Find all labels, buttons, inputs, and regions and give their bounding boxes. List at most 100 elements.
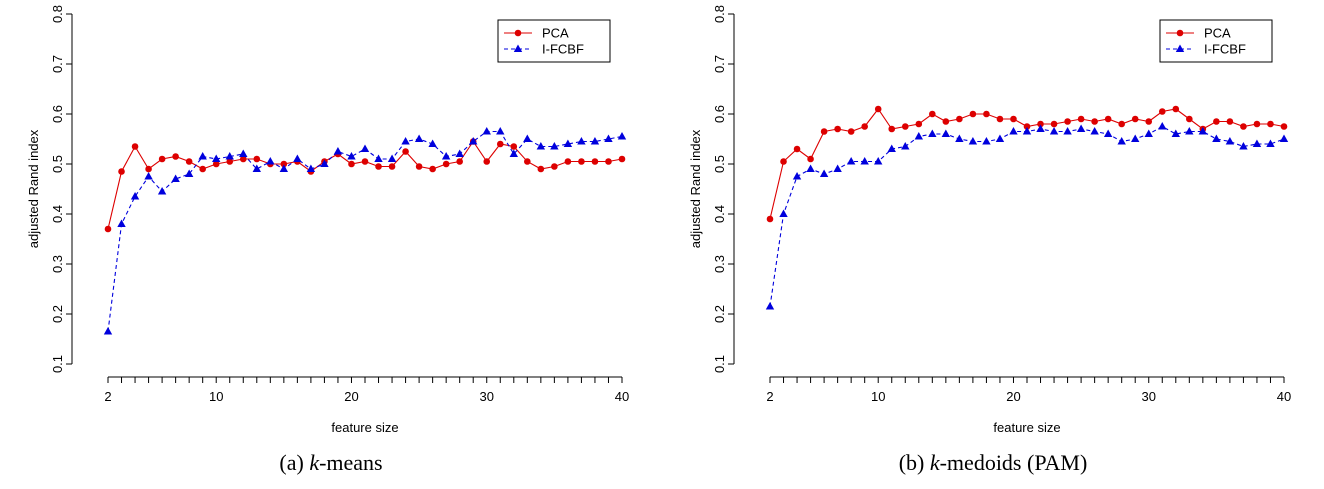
series-line-pca (107, 140, 623, 230)
chart-panel-kmedoids: 0.1 0.2 0.3 0.4 0.5 0.6 0.7 0.8 adjusted Rand in… (662, 0, 1324, 489)
data-point-pca (888, 125, 896, 133)
legend-marker-i-fcbf (1175, 44, 1185, 52)
legend-box (497, 19, 611, 63)
data-point-pca (929, 110, 936, 118)
data-point-i-fcbf (955, 134, 964, 142)
data-point-pca (483, 158, 491, 165)
data-point-i-fcbf (968, 137, 978, 145)
data-point-pca (1253, 120, 1261, 128)
data-point-i-fcbf (846, 157, 856, 165)
data-point-pca (510, 143, 518, 150)
data-point-i-fcbf (293, 154, 302, 162)
data-point-pca (780, 158, 787, 165)
data-point-i-fcbf (279, 164, 289, 172)
data-point-i-fcbf (1090, 127, 1099, 135)
data-point-i-fcbf (1158, 122, 1167, 130)
data-point-pca (158, 155, 166, 163)
data-point-i-fcbf (1036, 124, 1045, 132)
data-point-i-fcbf (374, 154, 383, 162)
data-point-i-fcbf (266, 157, 275, 165)
y-axis-label: adjusted Rand index (26, 129, 41, 248)
data-point-i-fcbf (482, 127, 491, 135)
data-point-i-fcbf (117, 219, 126, 227)
data-point-pca (253, 155, 261, 163)
x-tick-label: 40 (615, 389, 629, 404)
y-tick-label: 0.7 (712, 55, 727, 73)
data-point-pca (1010, 115, 1017, 123)
y-tick-label: 0.1 (712, 355, 727, 373)
data-point-pca (1104, 115, 1112, 123)
y-tick-label: 0.3 (712, 255, 727, 273)
data-point-pca (942, 118, 950, 125)
legend-marker-i-fcbf (513, 44, 523, 52)
data-point-i-fcbf (819, 169, 829, 177)
data-point-pca (456, 158, 463, 165)
data-point-pca (915, 120, 923, 128)
data-point-i-fcbf (469, 137, 478, 145)
data-point-i-fcbf (1198, 127, 1208, 135)
data-point-i-fcbf (1076, 124, 1086, 132)
series-line-i-fcbf (769, 125, 1285, 307)
data-point-pca (145, 165, 152, 173)
data-point-pca (402, 148, 409, 155)
y-tick-label: 0.4 (712, 205, 727, 223)
data-point-i-fcbf (184, 169, 194, 177)
legend-label-i-fcbf: I-FCBF (542, 42, 584, 57)
data-point-i-fcbf (428, 139, 437, 147)
data-point-i-fcbf (523, 134, 532, 142)
data-point-pca (375, 163, 382, 170)
data-point-i-fcbf (995, 134, 1005, 142)
data-point-i-fcbf (1144, 129, 1153, 137)
y-axis-label: adjusted Rand index (688, 129, 703, 248)
data-point-pca (1158, 108, 1166, 115)
chart-panel-kmeans: 0.1 0.2 0.3 0.4 0.5 0.6 0.7 0.8 adjusted Rand in… (26, 5, 629, 475)
data-point-i-fcbf (1185, 127, 1194, 135)
data-point-pca (605, 158, 612, 165)
data-point-pca (996, 115, 1004, 123)
data-point-pca (1267, 120, 1274, 128)
x-tick-label: 30 (480, 389, 494, 404)
data-point-pca (185, 158, 193, 165)
data-point-i-fcbf (239, 149, 248, 157)
data-point-pca (1118, 120, 1125, 128)
data-point-pca (226, 158, 234, 165)
data-point-pca (591, 158, 599, 165)
y-tick-label: 0.7 (50, 55, 65, 73)
data-point-pca (118, 168, 125, 175)
data-point-i-fcbf (914, 132, 923, 140)
y-tick-label: 0.1 (50, 355, 65, 373)
data-point-i-fcbf (1049, 127, 1059, 135)
caption-kmedoids: (b) k-medoids (PAM) (898, 450, 1088, 475)
data-point-pca (551, 163, 558, 170)
data-point-i-fcbf (387, 154, 397, 162)
legend-marker-pca (1176, 29, 1184, 37)
data-point-pca (969, 110, 977, 118)
data-point-pca (415, 163, 423, 170)
data-point-pca (1023, 123, 1031, 130)
y-tick-label: 0.6 (712, 105, 727, 123)
data-point-pca (280, 160, 288, 168)
data-point-i-fcbf (1009, 127, 1018, 135)
x-tick-label: 2 (766, 389, 773, 404)
data-point-i-fcbf (509, 149, 518, 157)
data-point-pca (1226, 118, 1234, 125)
data-point-pca (834, 125, 841, 133)
data-point-pca (1280, 123, 1288, 130)
data-point-i-fcbf (779, 209, 788, 217)
y-tick-label: 0.4 (50, 205, 65, 223)
data-point-i-fcbf (1171, 129, 1180, 137)
data-point-pca (1213, 118, 1220, 125)
data-point-i-fcbf (1103, 129, 1113, 137)
data-point-i-fcbf (414, 134, 424, 142)
data-point-pca (131, 143, 139, 150)
data-point-pca (861, 123, 868, 130)
data-point-pca (1145, 118, 1153, 125)
data-point-pca (537, 165, 545, 173)
data-point-pca (564, 158, 572, 165)
y-tick-label: 0.2 (50, 305, 65, 323)
data-point-i-fcbf (860, 157, 869, 165)
data-point-pca (820, 128, 828, 135)
y-tick-label: 0.5 (712, 155, 727, 173)
